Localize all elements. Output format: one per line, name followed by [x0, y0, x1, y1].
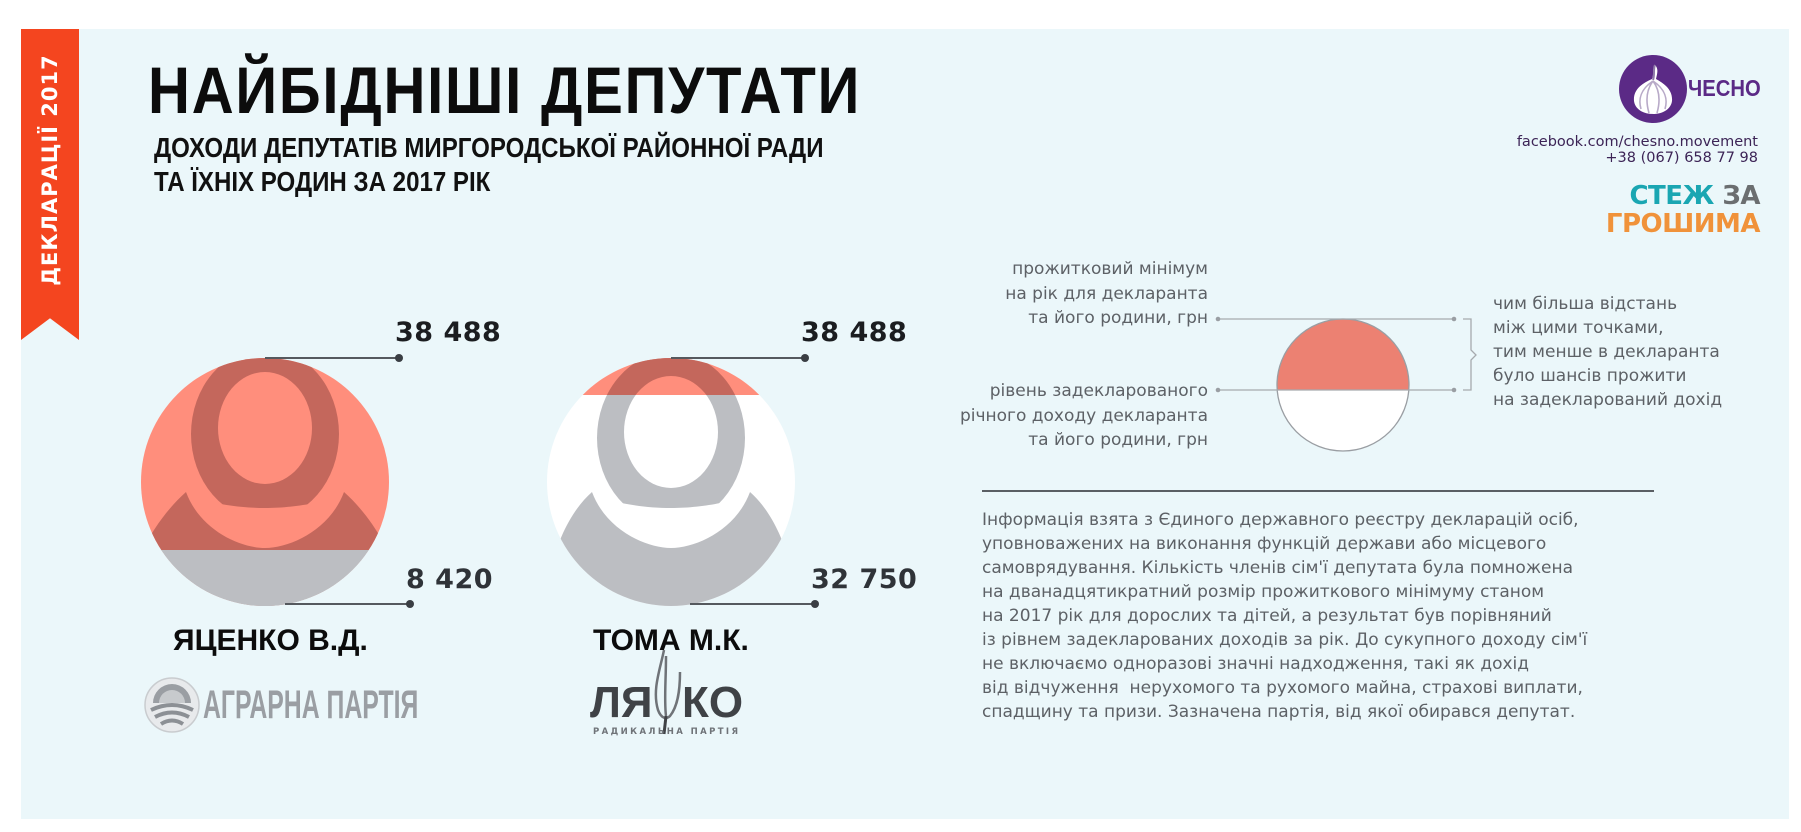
legend-diagram — [1215, 316, 1477, 452]
legend-explanation-line-2: між цими точками, — [1493, 318, 1664, 338]
legend-bottom-line-1: рівень задекларованого — [989, 381, 1208, 401]
project-word-1: СТЕЖ — [1629, 181, 1714, 211]
deputy-1-avatar-chart — [141, 358, 389, 606]
legend-top-line-1: прожитковий мінімум — [1012, 259, 1208, 279]
facebook-link[interactable]: facebook.com/chesno.movement — [1516, 134, 1758, 150]
legend-bottom-line-3: та його родини, грн — [1028, 430, 1208, 450]
deputy-2-avatar-chart — [547, 358, 795, 606]
radical-party-letters-left: ЛЯ — [590, 678, 653, 727]
agrarian-party-emblem-icon — [144, 677, 200, 733]
subtitle-line-1: ДОХОДИ ДЕПУТАТІВ МИРГОРОДСЬКОЇ РАЙОННОЇ … — [154, 132, 824, 163]
legend-explanation-line-3: тим менше в декларанта — [1493, 342, 1720, 362]
project-word-2: ЗА — [1722, 181, 1760, 211]
phone-number: +38 (067) 658 77 98 — [1605, 150, 1758, 166]
deputy-1-subsistence-minimum: 38 488 — [395, 317, 502, 348]
legend-bottom-line-2: річного доходу декларанта — [959, 405, 1208, 426]
deputy-1-bottom-dot — [406, 600, 414, 608]
page-subtitle: ДОХОДИ ДЕПУТАТІВ МИРГОРОДСЬКОЇ РАЙОННОЇ … — [154, 131, 824, 199]
legend-explanation-line-1: чим більша відстань — [1493, 294, 1678, 314]
deputy-2-top-dot — [801, 354, 809, 362]
deputy-1-bottom-line — [285, 603, 409, 605]
deputy-2-top-line — [671, 357, 805, 359]
deputy-2-bottom-dot — [811, 600, 819, 608]
subtitle-line-2: ТА ЇХНІХ РОДИН ЗА 2017 РІК — [154, 166, 491, 197]
deputy-1-party-logo: АГРАРНА ПАРТІЯ — [143, 675, 418, 737]
section-divider — [982, 490, 1654, 492]
page-title: НАЙБІДНІШІ ДЕПУТАТИ — [148, 53, 862, 127]
deputy-1-name: ЯЦЕНКО В.Д. — [173, 624, 368, 657]
deputy-1-top-line — [265, 357, 398, 359]
legend-top-label: прожитковий мінімум на рік для декларант… — [1005, 257, 1208, 331]
legend-explanation-line-4: було шансів прожити — [1493, 366, 1687, 386]
deputy-1-declared-income: 8 420 — [406, 564, 494, 595]
chesno-logo — [1619, 55, 1687, 123]
deputy-1-top-dot — [395, 354, 403, 362]
radical-party-letters-right: КО — [682, 678, 744, 727]
legend-top-line-2: на рік для декларанта — [1005, 283, 1208, 304]
deputy-2-subsistence-minimum: 38 488 — [801, 317, 908, 348]
legend-top-line-3: та його родини, грн — [1028, 308, 1208, 328]
agrarian-party-name: АГРАРНА ПАРТІЯ — [203, 683, 419, 727]
deputy-2-bottom-line — [690, 603, 815, 605]
pitchfork-icon — [654, 650, 682, 735]
ribbon-banner — [21, 29, 79, 340]
methodology-note: Інформація взята з Єдиного державного ре… — [982, 510, 1588, 722]
legend-bottom-label: рівень задекларованого річного доходу де… — [960, 379, 1208, 453]
garlic-icon — [1633, 64, 1673, 114]
deputy-2-declared-income: 32 750 — [811, 564, 918, 595]
chesno-wordmark: ЧЕСНО — [1688, 75, 1761, 101]
contact-info: facebook.com/chesno.movement +38 (067) 6… — [1517, 134, 1758, 166]
deputy-2-party-logo: ЛЯ КО РАДИКАЛЬНА ПАРТІЯ — [588, 650, 758, 742]
project-word-3: ГРОШИМА — [1605, 209, 1761, 239]
project-logo: СТЕЖ ЗА ГРОШИМА — [1605, 181, 1761, 239]
ribbon-label: ДЕКЛАРАЦІЇ 2017 — [38, 54, 62, 286]
radical-party-subtitle: РАДИКАЛЬНА ПАРТІЯ — [593, 727, 741, 737]
legend-explanation-line-5: на задекларований дохід — [1493, 390, 1723, 410]
deputy-2-name: ТОМА М.К. — [593, 624, 749, 657]
legend-explanation: чим більша відстань між цими точками, ти… — [1493, 292, 1722, 412]
